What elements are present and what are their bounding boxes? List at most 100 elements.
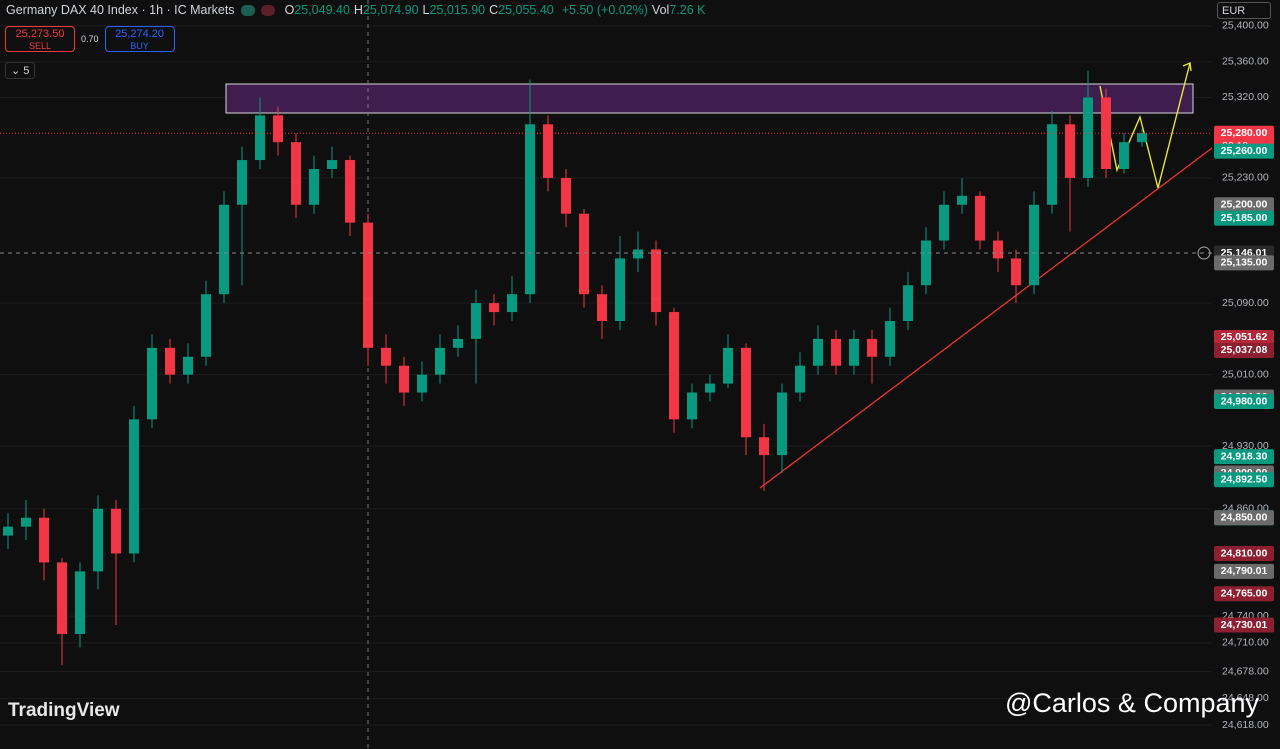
candle-body	[1065, 124, 1075, 178]
candle-body	[399, 365, 409, 393]
y-tick-label: 24,860.00	[1222, 503, 1269, 515]
candle-body	[777, 392, 787, 456]
candle-body	[669, 312, 679, 420]
brand: TradingView	[8, 700, 120, 721]
candle-body	[39, 517, 49, 563]
price-tag	[1214, 210, 1274, 226]
vol-key: Vol	[651, 3, 670, 17]
candle-body	[255, 115, 265, 161]
change: +5.50 (+0.02%)	[561, 3, 648, 17]
candle-body	[921, 240, 931, 286]
price-tag-label: 24,980.00	[1221, 395, 1268, 407]
y-tick-label: 24,648.00	[1222, 692, 1269, 704]
buy-button[interactable]: 25,274.20 BUY	[104, 26, 175, 52]
candle-body	[75, 571, 85, 634]
candle-body	[111, 508, 121, 554]
candle-body	[903, 285, 913, 322]
candle-body	[93, 508, 103, 572]
price-tag	[1214, 197, 1274, 213]
price-tag-label: 25,260.00	[1221, 145, 1268, 157]
indicator-count: 5	[23, 65, 30, 77]
add-alert-button	[1197, 246, 1211, 260]
price-tag	[1214, 255, 1274, 271]
ohlc-key: O	[284, 3, 295, 17]
candle-body	[453, 338, 463, 348]
candle-body	[741, 347, 751, 438]
spread: 0.70	[81, 34, 99, 44]
candle-body	[363, 222, 373, 348]
header: Germany DAX 40 Index · 1h · IC Markets O…	[6, 3, 705, 17]
candle-body	[813, 338, 823, 366]
projection-arrow	[1182, 61, 1192, 72]
price-tag-label: 25,051.62	[1221, 331, 1268, 343]
price-tag	[1214, 510, 1274, 526]
ohlc-key: C	[489, 3, 499, 17]
candle-body	[849, 338, 859, 366]
price-tag	[1214, 586, 1274, 602]
price-tag-label: 25,135.00	[1221, 257, 1268, 269]
trade-panel: 25,273.50 SELL 0.70 25,274.20 BUY	[5, 26, 175, 52]
ohlc-key: L	[422, 3, 430, 17]
candle-body	[417, 374, 427, 393]
price-tag	[1214, 393, 1274, 409]
price-tag	[1214, 563, 1274, 579]
candle-body	[273, 115, 283, 143]
price-tag	[1214, 545, 1274, 561]
ohlc-value: 25,049.40	[294, 3, 350, 17]
price-tag	[1214, 617, 1274, 633]
price-tag-label: 25,200.00	[1221, 199, 1268, 211]
candle-body	[201, 294, 211, 357]
price-tag-label: 25,280.00	[1221, 127, 1268, 139]
ohlc-value: 25,055.40	[498, 3, 554, 17]
y-tick-label: 25,320.00	[1222, 91, 1269, 103]
credit: @Carlos & Company	[1005, 688, 1259, 718]
currency: EUR	[1222, 5, 1246, 17]
y-tick-label: 24,678.00	[1222, 665, 1269, 677]
candle-body	[435, 347, 445, 375]
candle-body	[21, 517, 31, 527]
price-tag	[1214, 472, 1274, 488]
price-tag-label: 24,892.50	[1221, 473, 1268, 485]
candle-body	[489, 303, 499, 313]
candle-body	[795, 365, 805, 393]
candle-body	[543, 124, 553, 178]
candle-body	[579, 213, 589, 295]
ohlc-key: H	[353, 3, 363, 17]
candle-body	[561, 177, 571, 214]
candle-body	[597, 294, 607, 322]
price-tag-label: 24,850.00	[1221, 512, 1268, 524]
candle-body	[633, 249, 643, 259]
symbol: Germany DAX 40 Index · 1h · IC Markets	[6, 3, 235, 17]
candle-body	[237, 160, 247, 205]
candle-body	[723, 347, 733, 384]
currency-select[interactable]: EUR	[1217, 2, 1271, 19]
price-tag	[1214, 449, 1274, 465]
sell-button[interactable]: 25,273.50 SELL	[5, 26, 75, 52]
candle-body	[1119, 142, 1129, 169]
candle-body	[615, 258, 625, 322]
price-tag	[1214, 329, 1274, 345]
candle-body	[129, 419, 139, 554]
indicators-toggle[interactable]: ⌄ 5	[5, 62, 36, 79]
candle-body	[1137, 133, 1147, 143]
y-tick-label: 25,400.00	[1222, 20, 1269, 32]
candle-body	[165, 347, 175, 375]
candle-body	[759, 437, 769, 456]
price-tag-label: 24,765.00	[1221, 588, 1268, 600]
candle-body	[1101, 97, 1111, 169]
candle-body	[219, 204, 229, 295]
price-tag-label: 24,790.01	[1221, 565, 1268, 577]
y-tick-label: 24,710.00	[1222, 637, 1269, 649]
candle-body	[183, 356, 193, 375]
price-tag-label: 24,730.01	[1221, 619, 1268, 631]
y-tick-label: 25,230.00	[1222, 172, 1269, 184]
candle-body	[993, 240, 1003, 259]
buy-label: BUY	[130, 41, 149, 51]
candle-body	[507, 294, 517, 313]
y-tick-label: 24,930.00	[1222, 440, 1269, 452]
candle-body	[525, 124, 535, 295]
projection-path	[1099, 62, 1191, 189]
y-tick-label: 25,090.00	[1222, 297, 1269, 309]
candle-body	[651, 249, 661, 313]
